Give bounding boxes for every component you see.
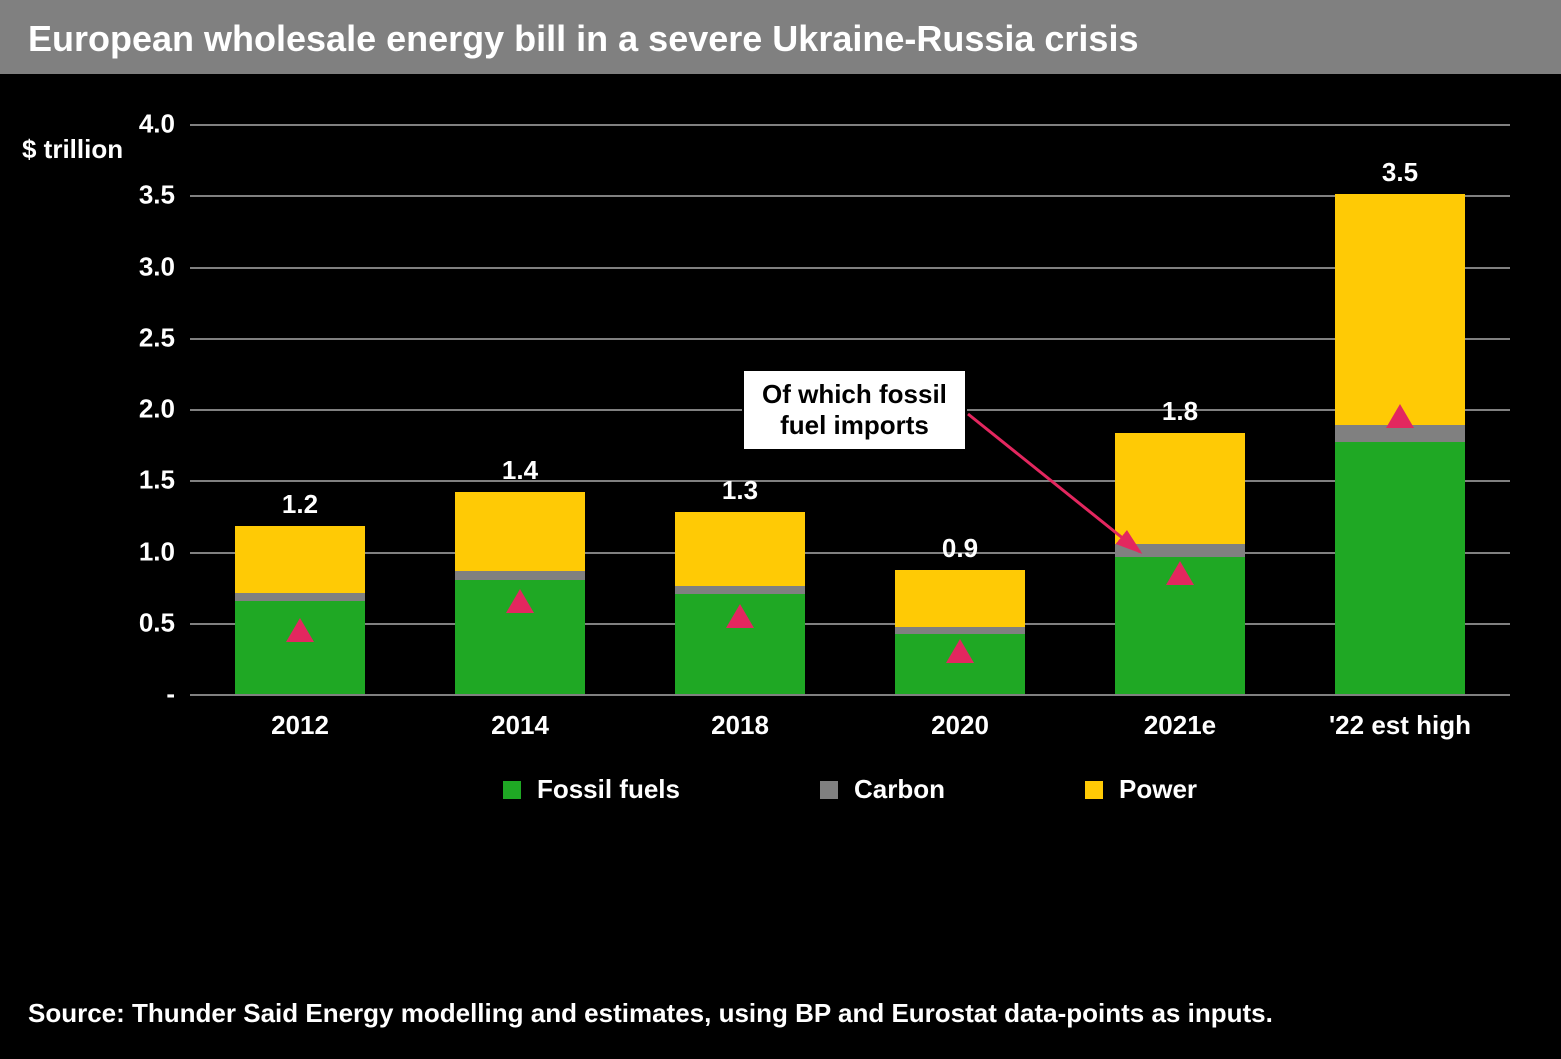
legend-label-carbon: Carbon [854,774,945,805]
x-axis-label: '22 est high [1329,710,1471,741]
bar-total-label: 0.9 [895,533,1025,564]
bar-segment [235,526,365,593]
fossil-imports-marker [946,639,974,663]
fossil-imports-marker [286,618,314,642]
bar-total-label: 3.5 [1335,157,1465,188]
bar-segment [1115,433,1245,544]
x-axis-label: 2014 [491,710,549,741]
bar-total-label: 1.4 [455,454,585,485]
legend-swatch-power [1085,781,1103,799]
legend-item-carbon: Carbon [820,774,945,805]
bar-total-label: 1.2 [235,489,365,520]
legend-label-fossil: Fossil fuels [537,774,680,805]
bar-segment [895,570,1025,627]
x-axis-label: 2020 [931,710,989,741]
legend-item-fossil: Fossil fuels [503,774,680,805]
bar-group: 1.4 [455,124,585,694]
bar-segment [1335,442,1465,694]
x-axis-label: 2018 [711,710,769,741]
fossil-imports-marker [1166,561,1194,585]
fossil-imports-marker [506,589,534,613]
bar-segment [675,512,805,586]
fossil-imports-marker [1386,404,1414,428]
chart-header: European wholesale energy bill in a seve… [0,0,1561,78]
y-tick-label: 3.5 [15,180,175,211]
gridline [190,552,1510,554]
bar-segment [675,586,805,595]
gridline [190,623,1510,625]
bar-segment [455,492,585,572]
gridline [190,195,1510,197]
y-tick-label: 1.5 [15,465,175,496]
legend-swatch-carbon [820,781,838,799]
bar-group: 3.5 [1335,124,1465,694]
gridline [190,124,1510,126]
annotation-line1: Of which fossil [762,379,947,409]
x-axis-label: 2012 [271,710,329,741]
bar-segment [235,601,365,694]
bar-segment [1335,194,1465,425]
legend-swatch-fossil [503,781,521,799]
annotation-callout: Of which fossil fuel imports [742,369,967,451]
chart-area: $ trillion -0.51.01.52.02.53.03.54.01.21… [0,74,1561,1059]
bar-total-label: 1.8 [1115,396,1245,427]
bar-segment [235,593,365,602]
chart-title: European wholesale energy bill in a seve… [28,18,1533,60]
fossil-imports-marker [726,604,754,628]
y-tick-label: 2.5 [15,322,175,353]
y-tick-label: - [15,679,175,710]
gridline [190,338,1510,340]
legend: Fossil fuels Carbon Power [190,774,1510,805]
bar-total-label: 1.3 [675,474,805,505]
bar-group: 1.8 [1115,124,1245,694]
y-tick-label: 1.0 [15,536,175,567]
gridline [190,694,1510,696]
gridline [190,480,1510,482]
bar-group: 1.2 [235,124,365,694]
bar-segment [1115,544,1245,557]
source-note: Source: Thunder Said Energy modelling an… [28,996,1273,1031]
x-axis-label: 2021e [1144,710,1216,741]
y-tick-label: 3.0 [15,251,175,282]
bar-segment [455,571,585,580]
bar-segment [895,627,1025,634]
annotation-line2: fuel imports [780,410,929,440]
y-tick-label: 2.0 [15,394,175,425]
legend-label-power: Power [1119,774,1197,805]
legend-item-power: Power [1085,774,1197,805]
y-tick-label: 0.5 [15,607,175,638]
y-tick-label: 4.0 [15,109,175,140]
gridline [190,267,1510,269]
